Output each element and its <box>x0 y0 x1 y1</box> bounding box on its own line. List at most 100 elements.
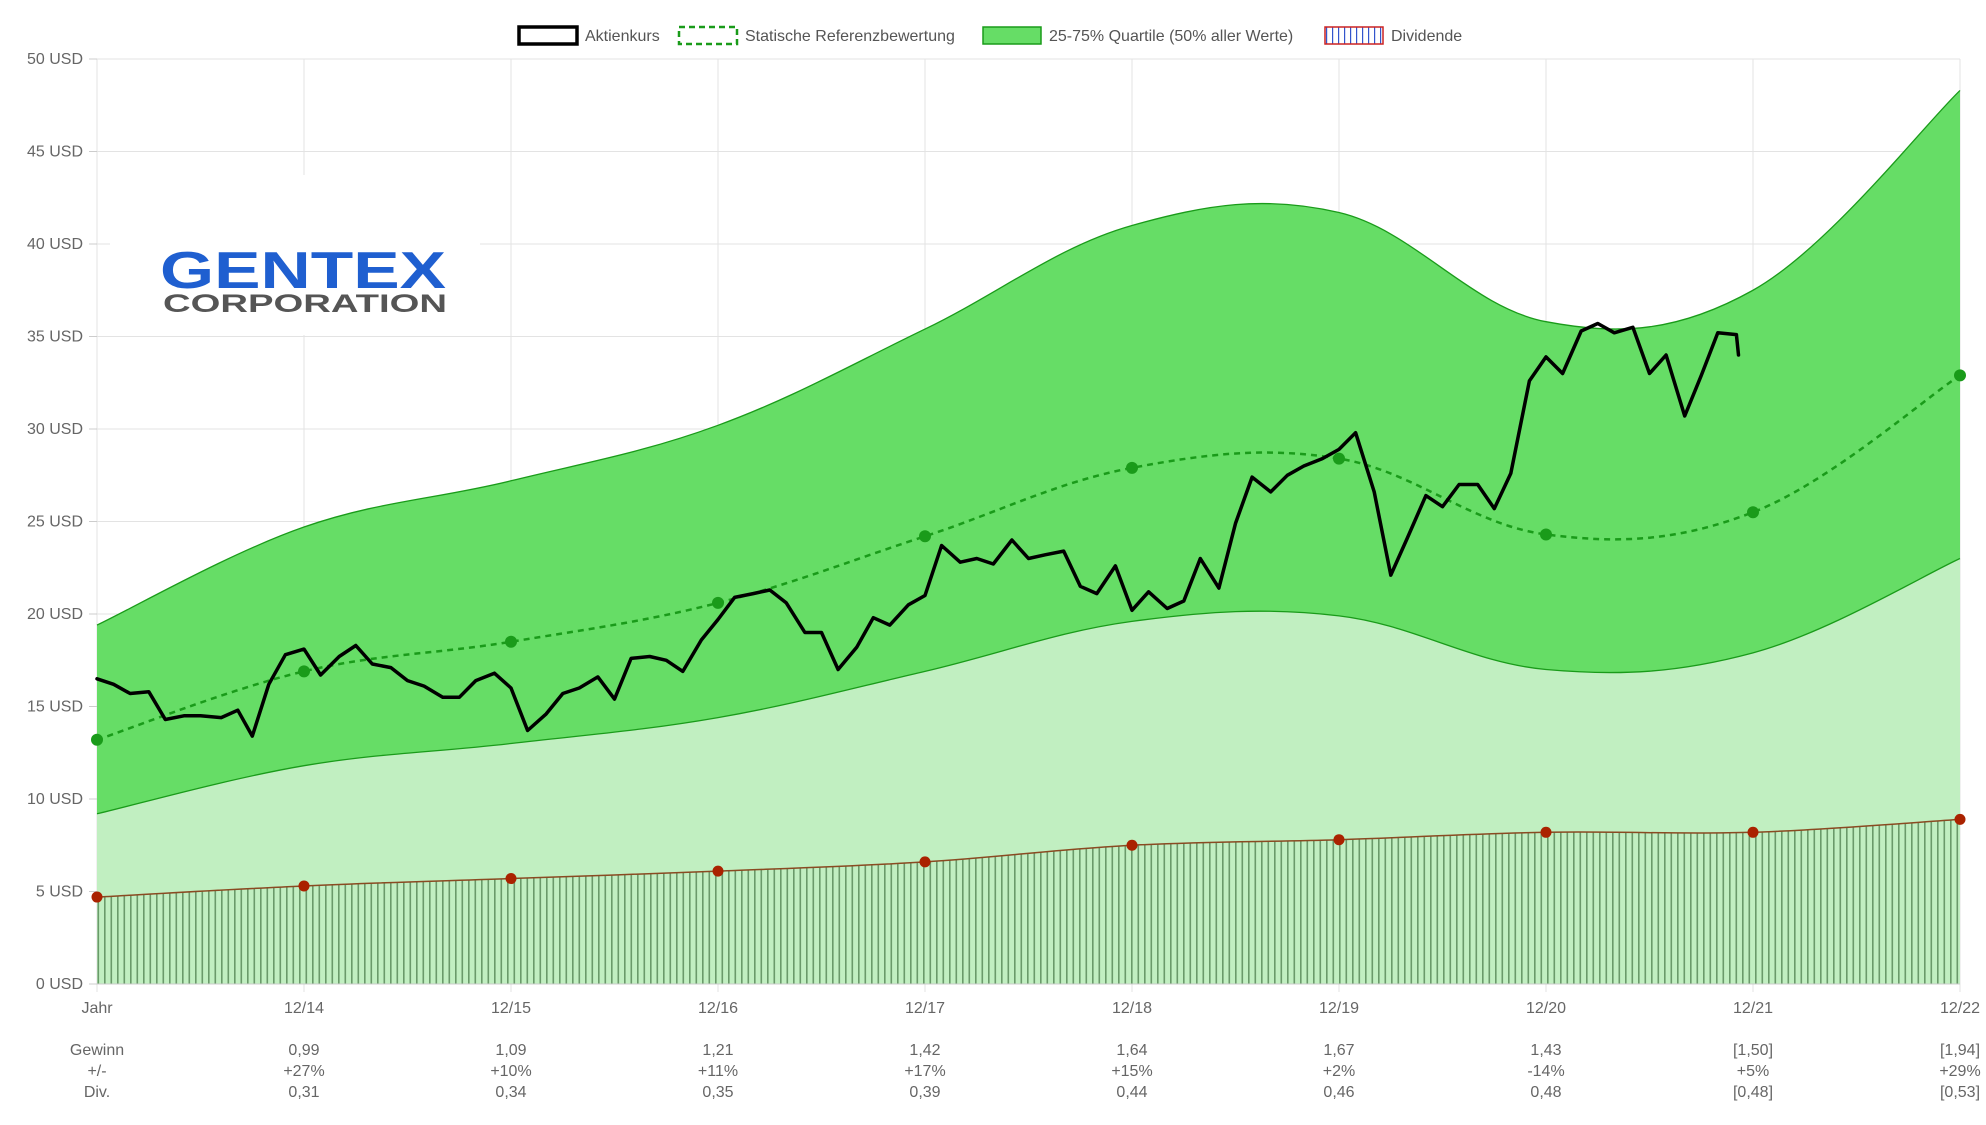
stats-cell: [0,48] <box>1733 1084 1773 1101</box>
x-tick-label: 12/16 <box>698 1000 738 1017</box>
stats-cell: 1,42 <box>909 1042 940 1059</box>
gentex-logo: GENTEX CORPORATION <box>110 175 480 335</box>
legend-item-quartile[interactable]: 25-75% Quartile (50% aller Werte) <box>982 26 1293 45</box>
x-tick-label: 12/18 <box>1112 1000 1152 1017</box>
x-tick-label: 12/17 <box>905 1000 945 1017</box>
x-tick-label: 12/19 <box>1319 1000 1359 1017</box>
stats-cell: 0,48 <box>1530 1084 1561 1101</box>
stats-cell: -14% <box>1527 1063 1564 1080</box>
stats-cell: 1,21 <box>702 1042 733 1059</box>
stats-cell: 0,44 <box>1116 1084 1147 1101</box>
x-tick-label: 12/15 <box>491 1000 531 1017</box>
stats-cell: +2% <box>1323 1063 1355 1080</box>
logo-background <box>110 175 480 335</box>
stats-cell: +29% <box>1939 1063 1980 1080</box>
y-tick-label: 45 USD <box>27 144 83 161</box>
reference-point <box>1333 452 1345 465</box>
dividend-point <box>505 873 517 885</box>
dividend-point <box>1126 839 1138 851</box>
series-markers <box>91 369 1966 903</box>
legend-label-dividend: Dividende <box>1391 28 1462 45</box>
dividend-point <box>1540 826 1552 838</box>
reference-point <box>505 635 517 648</box>
price-line <box>95 321 1741 738</box>
stats-cell: 1,67 <box>1323 1042 1354 1059</box>
legend-swatch-quartile <box>982 26 1042 45</box>
stats-cell: +15% <box>1111 1063 1152 1080</box>
dividend-point <box>1954 813 1966 825</box>
dividend-point <box>298 880 310 892</box>
quartile-lower-line <box>96 557 1961 815</box>
dividend-area <box>97 819 1960 984</box>
quartile-area <box>97 90 1960 814</box>
reference-point <box>919 530 931 543</box>
reference-point <box>1126 461 1138 474</box>
legend-item-price[interactable]: Aktienkurs <box>517 25 660 46</box>
dividend-point <box>919 856 931 868</box>
dividend-point <box>1333 834 1345 846</box>
reference-point <box>91 733 103 746</box>
stats-cell: 0,99 <box>288 1042 319 1059</box>
y-axis: 0 USD 5 USD 10 USD 15 USD 20 USD 25 USD 30 USD… <box>27 51 97 993</box>
logo-text-corporation: CORPORATION <box>163 290 447 318</box>
stats-cell: +10% <box>490 1063 531 1080</box>
stats-cell: +17% <box>904 1063 945 1080</box>
y-tick-label: 10 USD <box>27 791 83 808</box>
reference-line <box>96 374 1961 741</box>
legend-swatch-dividend <box>1324 26 1384 45</box>
stats-cell: 1,09 <box>495 1042 526 1059</box>
logo-text-gentex: GENTEX <box>160 242 446 300</box>
legend-swatch-price <box>517 25 579 46</box>
x-tick-label: 12/22 <box>1940 1000 1980 1017</box>
x-tick-label: 12/14 <box>284 1000 324 1017</box>
dividend-point <box>1747 826 1759 838</box>
stats-cell: 1,43 <box>1530 1042 1561 1059</box>
reference-point <box>1540 528 1552 541</box>
x-tick-label: 12/20 <box>1526 1000 1566 1017</box>
x-axis: Jahr 12/14 12/15 12/16 12/17 12/18 12/19 12/20 1… <box>81 983 1980 1017</box>
stats-cell: +11% <box>698 1063 738 1080</box>
y-tick-label: 20 USD <box>27 606 83 623</box>
stats-row-label: Gewinn <box>70 1042 124 1059</box>
y-tick-label: 30 USD <box>27 421 83 438</box>
stats-cell: 0,35 <box>702 1084 733 1101</box>
quartile-upper-line <box>96 89 1961 626</box>
legend-label-reference: Statische Referenzbewertung <box>745 28 955 45</box>
reference-point <box>298 665 310 678</box>
stats-cell: +5% <box>1737 1063 1769 1080</box>
legend-item-reference[interactable]: Statische Referenzbewertung <box>677 25 955 46</box>
y-tick-label: 5 USD <box>36 884 83 901</box>
reference-point <box>712 596 724 609</box>
stats-table: Gewinn +/- Div. 0,99 +27% 0,31 1,09 +10% 0,34 1,2… <box>70 1042 1981 1101</box>
stats-cell: 1,64 <box>1116 1042 1147 1059</box>
y-tick-label: 15 USD <box>27 699 83 716</box>
stats-cell: 0,46 <box>1323 1084 1354 1101</box>
x-tick-label: 12/21 <box>1733 1000 1773 1017</box>
stats-row-label: +/- <box>87 1063 106 1080</box>
series-lines <box>95 321 1961 741</box>
dividend-point <box>712 865 724 877</box>
reference-point <box>1954 369 1966 382</box>
legend-label-price: Aktienkurs <box>585 28 660 45</box>
stats-cell: 0,31 <box>288 1084 319 1101</box>
stats-cell: +27% <box>283 1063 324 1080</box>
stats-row-label: Div. <box>84 1084 110 1101</box>
stats-cell: [1,94] <box>1940 1042 1980 1059</box>
stats-cell: [0,53] <box>1940 1084 1980 1101</box>
y-tick-label: 50 USD <box>27 51 83 68</box>
quartile-areas <box>96 89 1961 984</box>
y-tick-label: 25 USD <box>27 514 83 531</box>
dividend-point <box>91 891 103 903</box>
dividend-line <box>96 818 1961 898</box>
y-tick-label: 35 USD <box>27 329 83 346</box>
stats-cell: 0,39 <box>909 1084 940 1101</box>
legend-item-dividend[interactable]: Dividende <box>1324 26 1462 45</box>
y-tick-label: 0 USD <box>36 976 83 993</box>
reference-point <box>1747 506 1759 519</box>
stats-cell: [1,50] <box>1733 1042 1773 1059</box>
y-tick-label: 40 USD <box>27 236 83 253</box>
legend: Aktienkurs Statische Referenzbewertung 2… <box>517 25 1462 46</box>
x-tick-label: Jahr <box>81 1000 113 1017</box>
legend-label-quartile: 25-75% Quartile (50% aller Werte) <box>1049 28 1293 45</box>
